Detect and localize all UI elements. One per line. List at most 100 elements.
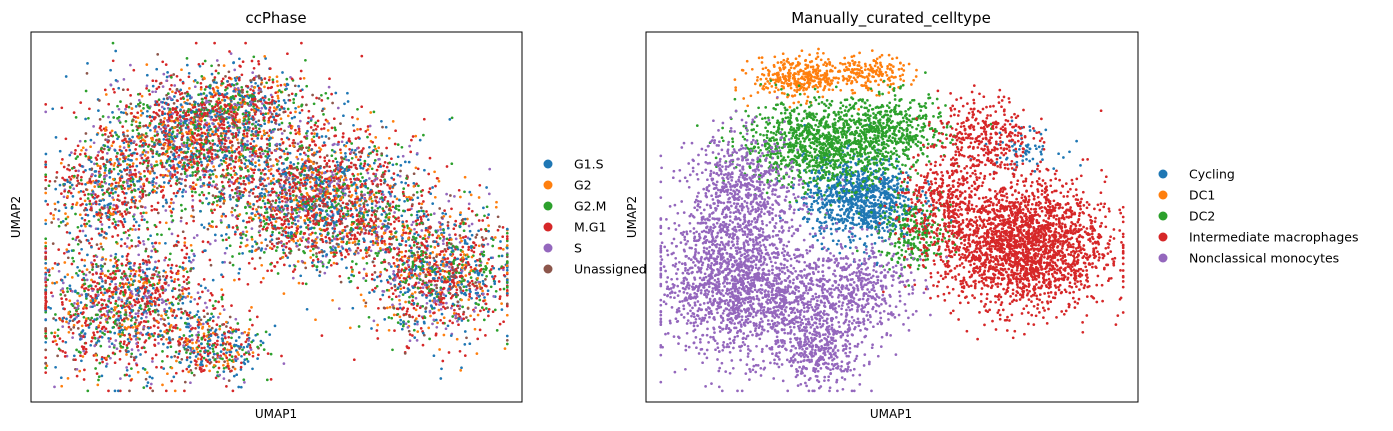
ccphase-point (388, 245, 391, 249)
ccphase-point (372, 319, 376, 323)
ccphase-point (212, 165, 215, 168)
ccphase-point (68, 231, 72, 235)
ccphase-point (99, 307, 103, 311)
ccphase-point (396, 312, 400, 316)
ccphase-point (392, 306, 395, 310)
ccphase-point (483, 214, 486, 218)
ccphase-point (144, 309, 148, 313)
ccphase-point (145, 274, 149, 278)
ccphase-point (216, 343, 219, 346)
ccphase-point (44, 165, 48, 169)
ccphase-point (160, 314, 163, 318)
ccphase-point (251, 354, 255, 358)
ccphase-point (254, 144, 258, 148)
ccphase-point (95, 372, 99, 375)
ccphase-point (144, 350, 147, 354)
ccphase-point (187, 256, 191, 259)
ccphase-point (93, 336, 97, 340)
ccphase-point (61, 287, 65, 290)
ccphase-point (465, 316, 468, 319)
ccphase-point (210, 157, 214, 160)
ccphase-point (95, 243, 99, 246)
ccphase-point (391, 348, 394, 352)
ccphase-point (110, 134, 113, 137)
ccphase-point (174, 297, 178, 301)
ccphase-point (215, 333, 219, 337)
ccphase-point (156, 273, 160, 277)
ccphase-point (408, 339, 412, 343)
ccphase-point (221, 275, 225, 279)
ccphase-point (411, 286, 415, 289)
ccphase-point (116, 104, 119, 108)
ccphase-point (466, 319, 470, 322)
ccphase-point (480, 273, 484, 277)
ccphase-point (164, 129, 168, 133)
ccphase-point (370, 327, 373, 330)
ccphase-point (394, 129, 397, 133)
ccphase-point (476, 291, 480, 295)
ccphase-point (114, 131, 117, 134)
ccphase-point (447, 287, 451, 291)
ccphase-point (201, 322, 205, 326)
ccphase-point (214, 376, 218, 380)
ccphase-point (211, 172, 215, 176)
ccphase-point (333, 179, 336, 183)
ccphase-point (222, 342, 225, 345)
ccphase-point (379, 247, 382, 250)
ccphase-point (151, 276, 155, 280)
ccphase-point (132, 358, 136, 362)
ccphase-point (207, 202, 210, 206)
ccphase-point (227, 236, 231, 240)
ccphase-point (468, 342, 472, 346)
ccphase-point (356, 286, 360, 290)
ccphase-point (364, 301, 368, 305)
ccphase-point (499, 246, 502, 250)
ccphase-point (182, 280, 186, 284)
ccphase-point (194, 146, 198, 150)
ccphase-point (161, 60, 165, 64)
ccphase-point (100, 147, 103, 151)
ccphase-point (436, 279, 439, 283)
ccphase-point (432, 354, 436, 358)
ccphase-point (117, 107, 121, 111)
ccphase-point (208, 339, 212, 342)
ccphase-point (300, 158, 304, 161)
ccphase-point (397, 282, 401, 286)
ccphase-point (394, 231, 397, 235)
ccphase-point (205, 306, 209, 309)
ccphase-point (228, 350, 232, 354)
ccphase-point (473, 327, 477, 331)
ccphase-point (357, 325, 361, 328)
ccphase-point (188, 185, 192, 189)
ccphase-point (113, 344, 116, 347)
ccphase-point (140, 218, 144, 222)
ccphase-point (128, 314, 132, 317)
ccphase-point (420, 250, 423, 253)
ccphase-point (89, 322, 93, 325)
ccphase-point (80, 247, 83, 251)
ccphase-point (395, 307, 399, 311)
ccphase-point (480, 236, 484, 239)
ccphase-point (197, 297, 201, 300)
ccphase-point (136, 111, 140, 115)
ccphase-point (94, 353, 98, 357)
ccphase-point (257, 353, 260, 357)
ccphase-point (104, 318, 108, 321)
ccphase-point (411, 262, 415, 266)
ccphase-point (56, 354, 59, 358)
ccphase-point (494, 289, 498, 293)
ccphase-point (54, 313, 57, 316)
ccphase-point (163, 289, 167, 292)
ccphase-point (74, 313, 77, 316)
ccphase-point (352, 358, 356, 362)
ccphase-point (117, 326, 121, 330)
ccphase-point (351, 306, 355, 310)
ccphase-point (407, 283, 411, 286)
ccphase-point (171, 106, 175, 110)
ccphase-point (128, 336, 132, 339)
ccphase-point (72, 259, 76, 263)
ccphase-point (191, 181, 195, 185)
ccphase-point (413, 284, 417, 287)
ccphase-point (349, 161, 353, 165)
ccphase-point (67, 325, 71, 329)
